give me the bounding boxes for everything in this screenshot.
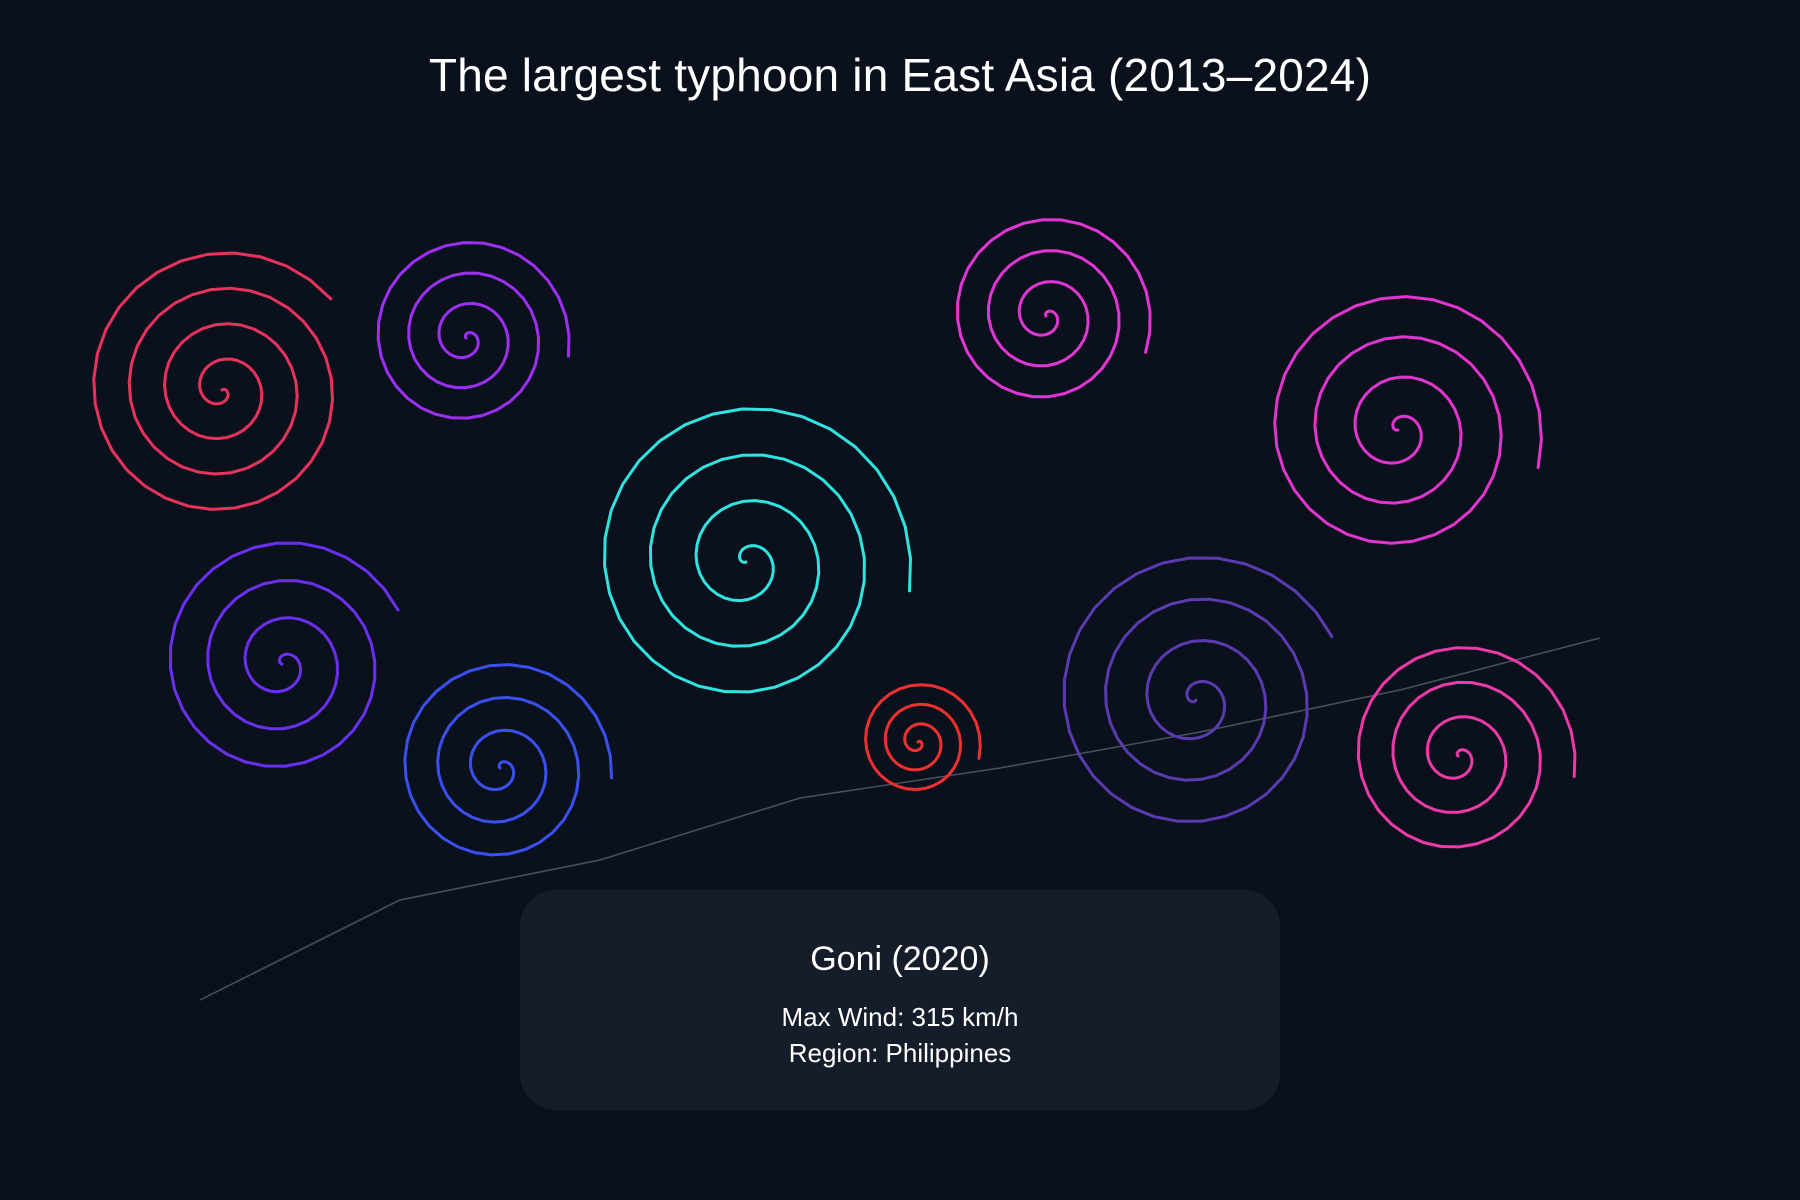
typhoon-spiral-4[interactable] (403, 663, 614, 857)
typhoon-spiral-8[interactable] (1273, 295, 1543, 545)
typhoon-spiral-1[interactable] (92, 251, 334, 511)
tooltip-card: Goni (2020) Max Wind: 315 km/h Region: P… (520, 890, 1280, 1110)
chart-title: The largest typhoon in East Asia (2013–2… (428, 49, 1372, 101)
typhoon-spiral-3[interactable] (169, 541, 400, 768)
tooltip-region: Region: Philippines (788, 1038, 1012, 1068)
typhoon-spiral-10[interactable] (1356, 646, 1577, 849)
tooltip-max-wind: Max Wind: 315 km/h (781, 1002, 1019, 1032)
trend-line (199, 637, 1601, 1001)
typhoon-spiral-7[interactable] (956, 218, 1152, 399)
typhoon-spiral-2[interactable] (376, 241, 571, 420)
typhoon-spiral-5[interactable] (603, 407, 912, 694)
tooltip-typhoon-name: Goni (2020) (810, 940, 990, 978)
typhoon-spiral-6[interactable] (864, 683, 982, 791)
typhoon-spiral-9[interactable] (1062, 556, 1334, 823)
